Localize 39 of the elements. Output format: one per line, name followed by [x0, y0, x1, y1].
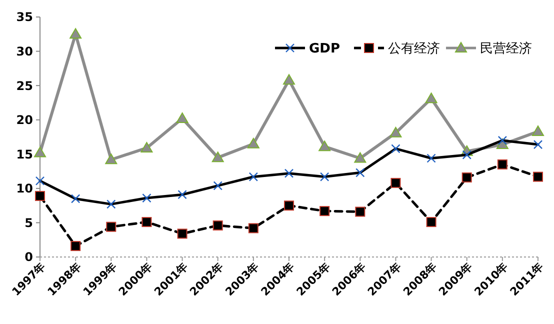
point — [70, 241, 81, 252]
point — [532, 126, 544, 136]
point — [106, 222, 116, 232]
point — [355, 206, 366, 217]
point — [212, 220, 223, 230]
y-tick-label: 20 — [16, 113, 33, 128]
point — [247, 138, 260, 148]
point — [284, 200, 294, 211]
point — [70, 28, 82, 39]
point — [177, 228, 188, 239]
y-tick-label: 10 — [16, 182, 33, 196]
y-tick-label: 0 — [24, 250, 33, 264]
legend-label: 民营经济 — [480, 42, 532, 57]
legend-label: 公有经济 — [388, 42, 440, 57]
point — [105, 154, 118, 164]
point — [34, 146, 46, 158]
point — [390, 126, 402, 138]
point — [176, 112, 188, 123]
y-tick-label: 30 — [16, 44, 33, 58]
point — [140, 142, 153, 152]
point — [320, 206, 330, 216]
point — [426, 217, 436, 228]
point — [248, 223, 258, 234]
point — [318, 140, 331, 152]
point — [390, 178, 401, 188]
y-tick-label: 5 — [24, 216, 33, 230]
point — [533, 172, 543, 182]
point — [462, 172, 472, 182]
y-tick-label: 15 — [16, 147, 33, 162]
legend-label: GDP — [309, 42, 340, 57]
y-tick-label: 25 — [16, 78, 33, 93]
point — [212, 152, 224, 162]
y-tick-label: 35 — [16, 10, 33, 24]
point — [425, 92, 438, 104]
point — [35, 190, 45, 201]
point — [142, 217, 152, 228]
point — [497, 159, 508, 170]
point — [354, 152, 366, 163]
point — [283, 74, 295, 85]
